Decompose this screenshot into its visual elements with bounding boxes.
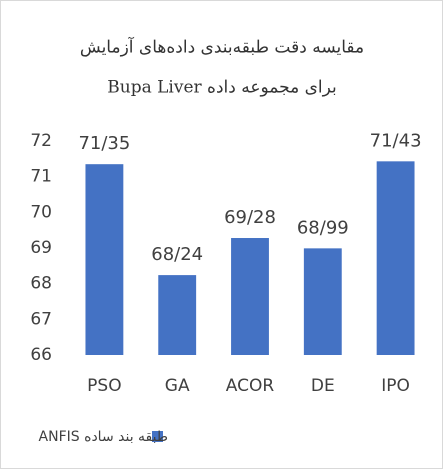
- data-label: 68/99: [297, 217, 349, 238]
- x-tick-label: IPO: [381, 376, 410, 396]
- data-label: 71/35: [78, 133, 130, 154]
- data-label: 69/28: [224, 207, 276, 228]
- x-tick-label: GA: [165, 376, 190, 396]
- bar: [376, 161, 415, 355]
- bar: [303, 248, 342, 355]
- x-tick-label: PSO: [87, 376, 121, 396]
- data-label: 68/24: [151, 244, 203, 265]
- chart-title: مقایسه دقت طبقه‌بندی داده‌های آزمایش: [80, 36, 364, 58]
- bar: [158, 275, 197, 355]
- legend-swatch: [152, 431, 163, 442]
- x-tick-label: DE: [311, 376, 335, 396]
- y-tick-label: 66: [30, 345, 52, 365]
- chart-subtitle: برای مجموعه داده Bupa Liver: [107, 78, 336, 98]
- y-tick-label: 68: [30, 274, 52, 294]
- y-tick-label: 70: [30, 202, 52, 222]
- bar: [231, 238, 269, 355]
- x-tick-label: ACOR: [226, 376, 275, 396]
- legend-label: طبقه بند ساده ANFIS: [39, 429, 168, 445]
- y-tick-label: 72: [30, 131, 52, 151]
- y-tick-label: 69: [30, 238, 52, 258]
- bar: [85, 164, 124, 355]
- y-tick-label: 71: [30, 167, 52, 187]
- data-label: 71/43: [370, 130, 422, 151]
- y-tick-label: 67: [30, 309, 52, 329]
